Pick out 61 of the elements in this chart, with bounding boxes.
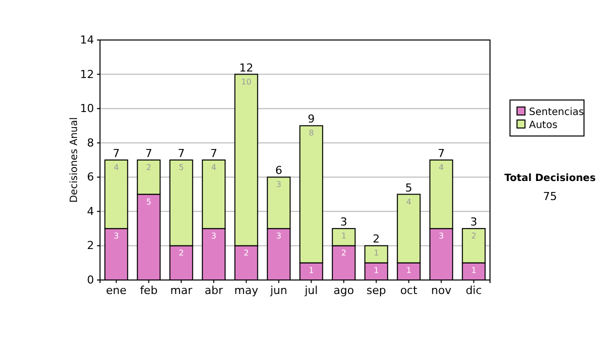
data-label: 5 bbox=[178, 163, 184, 172]
total-label: 5 bbox=[405, 181, 412, 194]
y-tick-label: 6 bbox=[87, 170, 94, 184]
data-label: 3 bbox=[438, 232, 444, 241]
x-tick-label: ene bbox=[106, 284, 127, 297]
legend-label: Sentencias bbox=[529, 107, 584, 118]
data-label: 1 bbox=[471, 266, 476, 275]
data-label: 3 bbox=[276, 180, 282, 190]
data-label: 10 bbox=[241, 77, 252, 86]
total-label: 7 bbox=[145, 147, 152, 160]
x-tick-label: jun bbox=[269, 284, 288, 297]
text: 75 bbox=[543, 190, 557, 203]
x-tick-label: oct bbox=[400, 284, 418, 297]
x-tick-label: sep bbox=[366, 284, 386, 297]
data-label: 4 bbox=[211, 163, 216, 172]
data-label: 2 bbox=[146, 163, 152, 172]
total-label: 7 bbox=[210, 147, 218, 160]
y-tick-label: 10 bbox=[80, 102, 94, 116]
y-axis-title: Decisiones Anual bbox=[69, 117, 80, 203]
x-tick-label: nov bbox=[431, 284, 452, 297]
total-label: 7 bbox=[438, 147, 445, 160]
y-tick-label: 12 bbox=[80, 68, 94, 81]
data-label: 1 bbox=[374, 266, 379, 275]
total-label: 2 bbox=[372, 232, 380, 246]
total-label: 12 bbox=[239, 61, 254, 74]
data-label: 8 bbox=[308, 128, 314, 138]
data-label: 5 bbox=[146, 197, 152, 206]
y-tick-label: 8 bbox=[87, 136, 94, 150]
y-tick-label: 14 bbox=[80, 34, 94, 47]
x-tick-label: jul bbox=[304, 284, 318, 297]
y-tick-label: 2 bbox=[87, 239, 94, 252]
data-label: 1 bbox=[406, 266, 412, 275]
y-tick-label: 4 bbox=[87, 204, 94, 218]
data-label: 1 bbox=[341, 232, 346, 241]
y-tick-label: 0 bbox=[87, 274, 94, 287]
text: Total Decisiones bbox=[504, 173, 596, 184]
data-label: 1 bbox=[308, 266, 314, 275]
x-tick-label: abr bbox=[204, 284, 224, 297]
x-tick-label: feb bbox=[140, 284, 158, 297]
data-label: 3 bbox=[211, 232, 216, 241]
x-tick-label: may bbox=[234, 284, 259, 297]
total-label: 7 bbox=[112, 147, 120, 160]
total-label: 6 bbox=[275, 164, 282, 178]
data-label: 3 bbox=[114, 232, 119, 241]
data-label: 3 bbox=[276, 232, 282, 241]
data-label: 2 bbox=[341, 248, 346, 258]
data-label: 4 bbox=[438, 163, 444, 172]
x-tick-label: dic bbox=[466, 284, 482, 297]
total-label: 9 bbox=[308, 112, 315, 126]
data-label: 4 bbox=[114, 163, 119, 172]
total-label: 7 bbox=[178, 147, 185, 160]
data-label: 4 bbox=[406, 197, 412, 206]
data-label: 1 bbox=[374, 248, 379, 258]
total-label: 3 bbox=[340, 216, 348, 229]
x-tick-label: mar bbox=[170, 284, 193, 297]
data-label: 2 bbox=[471, 232, 476, 241]
data-label: 2 bbox=[244, 248, 249, 258]
legend-label: Autos bbox=[529, 120, 558, 131]
x-tick-label: ago bbox=[334, 284, 354, 297]
data-label: 2 bbox=[178, 248, 184, 258]
total-label: 3 bbox=[470, 216, 478, 229]
